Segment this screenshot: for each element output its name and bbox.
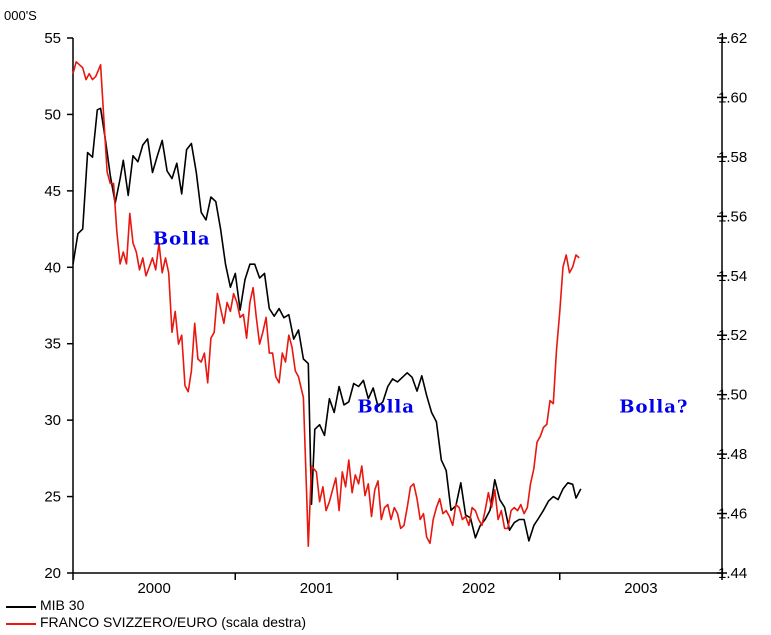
x-tick-label: 2003 [624,580,657,597]
left-tick-label: 40 [44,259,61,276]
right-tick-label: 1.52 [718,327,747,344]
right-tick-label: 1.60 [718,89,747,106]
right-tick-label: 1.48 [718,446,747,463]
x-tick-label: 2001 [300,580,333,597]
left-tick-label: 20 [44,565,61,582]
annotation-label: Bolla [357,397,415,418]
legend-mib30-swatch [6,606,36,608]
legend-mib30: MIB 30 [6,597,84,613]
right-tick-label: 1.50 [718,387,747,404]
axes: 20 25 30 35 40 45 50 55 1.44 1.46 1.48 1.50 1.52 1.54… [44,30,747,597]
annotation-label: Bolla? [619,397,688,418]
x-tick-label: 2000 [137,580,170,597]
right-tick-label: 1.44 [718,565,747,582]
right-tick-label: 1.58 [718,149,747,166]
left-tick-label: 30 [44,412,61,429]
x-tick-label: 2002 [462,580,495,597]
legend-chf-eur-swatch [6,623,36,625]
legend-chf-eur: FRANCO SVIZZERO/EURO (scala destra) [6,614,306,630]
left-tick-label: 25 [44,489,61,506]
right-tick-label: 1.46 [718,506,747,523]
annotation-layer: Bolla Bolla Bolla? [153,228,688,418]
right-tick-label: 1.56 [718,208,747,225]
right-tick-label: 1.62 [718,30,747,47]
series-layer [72,61,582,547]
legend-chf-eur-label: FRANCO SVIZZERO/EURO (scala destra) [40,614,307,630]
series-line-mib30 [72,107,582,542]
left-tick-label: 50 [44,106,61,123]
left-axis-unit-label: 000'S [4,8,37,23]
left-tick-label: 45 [44,183,61,200]
legend-mib30-label: MIB 30 [40,597,85,613]
series-line-chf-eur [72,61,580,547]
left-tick-label: 55 [44,30,61,47]
left-tick-label: 35 [44,336,61,353]
right-tick-label: 1.54 [718,268,747,285]
annotation-label: Bolla [153,228,211,249]
